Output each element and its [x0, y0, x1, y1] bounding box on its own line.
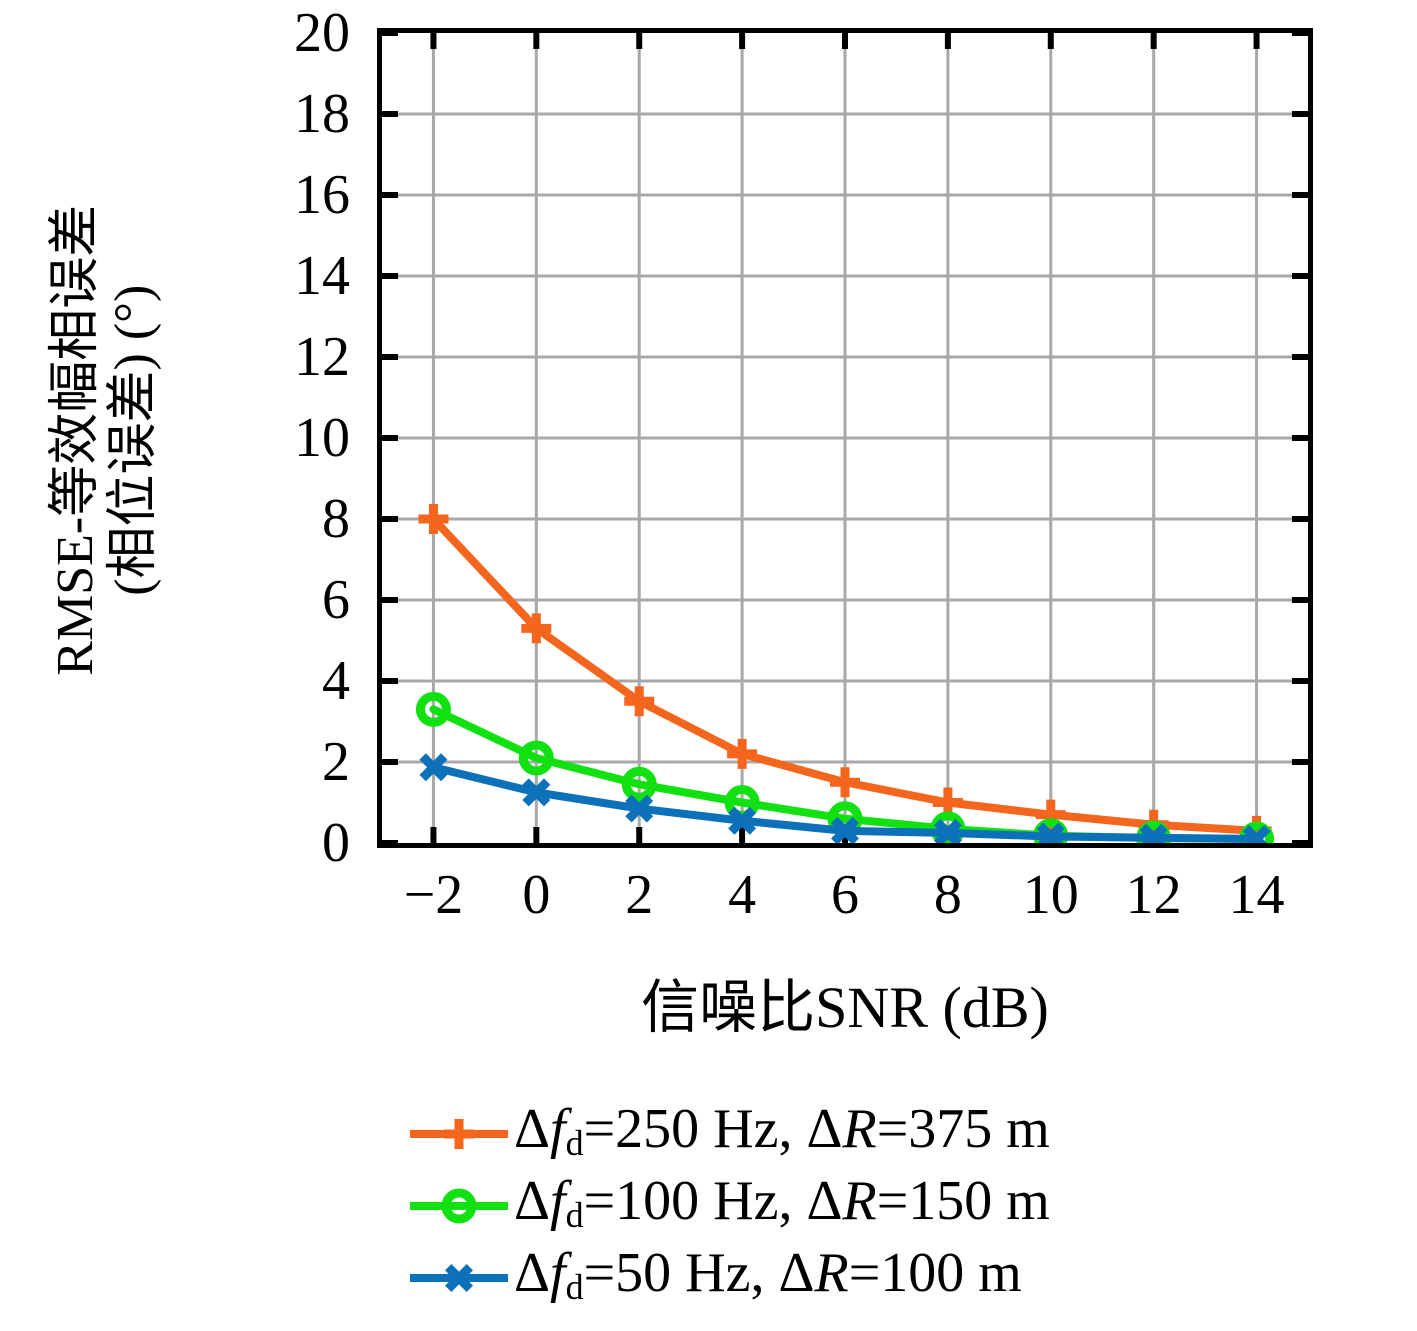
y-axis-tick-label: 14 [294, 245, 350, 307]
x-axis-tick-label: 4 [728, 864, 757, 926]
marker-circle [518, 740, 554, 776]
legend-swatch [410, 1188, 508, 1224]
x-axis-title: 信噪比SNR (dB) [641, 975, 1049, 1040]
marker-circle [621, 766, 657, 802]
marker-cross [419, 753, 448, 782]
x-axis-tick-label: 2 [625, 864, 654, 926]
y-axis-tick-label: 4 [322, 650, 350, 712]
legend-swatch [410, 1119, 508, 1149]
marker-cross [522, 778, 551, 807]
y-axis-tick-label: 10 [294, 407, 350, 469]
legend-item[interactable]: Δfd=50 Hz, ΔR=100 m [404, 1242, 1304, 1314]
x-axis-tick-label: 6 [831, 864, 859, 926]
legend-sample-circle-icon [404, 1176, 514, 1236]
marker-cross [625, 794, 654, 823]
x-axis-tick-label: 12 [1125, 864, 1182, 926]
x-axis-tick-label: 8 [933, 864, 962, 926]
marker-cross [1037, 822, 1065, 843]
legend-label: Δfd=50 Hz, ΔR=100 m [514, 1242, 1022, 1307]
plot-area [377, 28, 1313, 848]
marker-cross [831, 816, 859, 843]
y-axis-tick-label: 16 [294, 164, 350, 226]
marker-cross [1246, 824, 1271, 843]
y-axis-tick-label: 0 [322, 812, 350, 874]
plot-canvas [382, 33, 1308, 843]
marker-cross [1142, 823, 1168, 843]
legend-item[interactable]: Δfd=100 Hz, ΔR=150 m [404, 1170, 1304, 1242]
y-axis-tick-label: 20 [294, 2, 350, 64]
marker-cross [728, 806, 757, 835]
chart-legend: Δfd=250 Hz, ΔR=375 m Δfd=100 Hz, ΔR=150 m… [404, 1098, 1304, 1314]
legend-label: Δfd=100 Hz, ΔR=150 m [514, 1170, 1050, 1235]
legend-marker-circle [441, 1188, 477, 1224]
x-axis-tick-label: 0 [522, 864, 551, 926]
y-axis-tick-label: 6 [322, 569, 350, 631]
legend-marker-cross [445, 1264, 473, 1292]
legend-sample-cross-icon [404, 1248, 514, 1308]
legend-item[interactable]: Δfd=250 Hz, ΔR=375 m [404, 1098, 1304, 1170]
y-axis-tick-label: 18 [294, 83, 350, 145]
marker-cross [933, 818, 962, 843]
y-axis-tick-label: 12 [294, 326, 350, 388]
y-axis-tick-label: 2 [322, 731, 350, 793]
legend-sample-plus-icon [404, 1104, 514, 1164]
y-axis-tick-label: 8 [322, 488, 350, 550]
x-axis-tick-label: 14 [1228, 864, 1285, 926]
legend-label: Δfd=250 Hz, ΔR=375 m [514, 1098, 1050, 1163]
series-group [418, 504, 1272, 843]
legend-swatch [410, 1264, 508, 1292]
x-axis-tick-label: 10 [1022, 864, 1079, 926]
y-axis-tick-labels: 0 2 4 6 8 10 12 14 16 18 20 [200, 0, 350, 880]
series-group [419, 753, 1271, 843]
x-axis-tick-label: −2 [403, 864, 464, 926]
marker-circle [415, 691, 451, 727]
